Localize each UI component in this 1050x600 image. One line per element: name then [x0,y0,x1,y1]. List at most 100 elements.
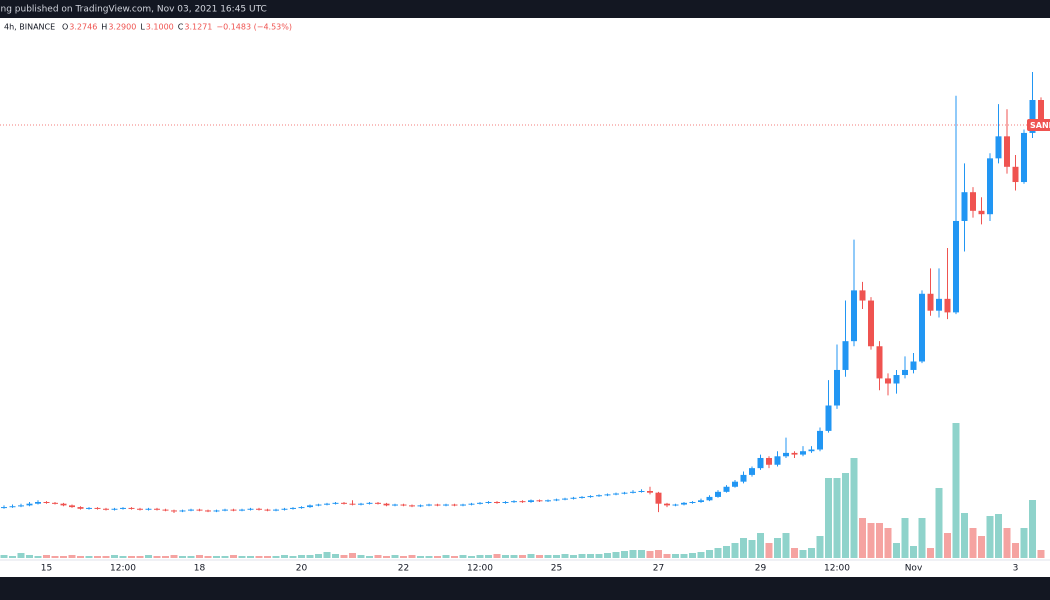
volume-bar [213,556,220,558]
volume-bar [51,556,59,558]
volume-bar [34,556,42,558]
candle-body [766,457,772,465]
volume-bar [986,516,994,558]
candle-body [613,493,619,495]
volume-bar [629,550,637,558]
volume-bar [162,556,169,558]
volume-bar [1020,528,1028,558]
candle-body [596,495,602,497]
price-label-box [1027,118,1050,131]
volume-bar [723,546,730,558]
candle-body [1038,100,1044,125]
ohlc-legend: O 3.2746 H 3.2900 L 3.1000 C 3.1271 −0.1483 (−4.… [62,23,292,32]
volume-bar [561,554,569,558]
candle-body [987,158,993,215]
candle-body [35,501,41,504]
x-tick-label: 12:00 [467,564,493,574]
volume-bar [298,555,305,558]
x-tick-label: 22 [398,564,409,574]
bottom-bar [0,577,1050,600]
candle-body [375,502,381,504]
volume-bar [1003,528,1011,558]
volume-bar [850,458,858,558]
volume-bar [451,556,458,558]
candle-body [494,501,500,503]
candle-body [137,508,143,510]
volume-bar [595,554,603,558]
candle-body [256,508,262,510]
candle-body [349,503,356,505]
volume-bar [85,556,93,558]
candle-body [1021,132,1027,183]
volume-bar [638,550,645,558]
candle-body [664,503,670,506]
volume-bar [655,550,662,558]
candle-body [808,449,815,452]
time-axis [0,560,1050,577]
candle-body [426,504,432,506]
volume-bar [374,555,382,558]
candle-body [86,507,92,509]
candle-body [749,468,755,475]
candle-body [417,505,424,507]
volume-bar [995,514,1002,558]
volume-bar [774,538,781,558]
volume-bar [782,533,790,558]
candle-body [995,136,1002,159]
candle-body [638,490,645,492]
volume-bar [68,555,76,558]
price-label: SAND [1030,121,1050,130]
candle-body [1,507,7,509]
volume-bar [408,555,416,558]
volume-bar [893,543,900,558]
volume-bar [544,555,552,558]
candle-body [706,496,713,501]
x-tick-label: 15 [41,564,52,574]
volume-bar [17,553,25,558]
candle-body [307,505,313,508]
candle-body [817,430,823,450]
candle-body [281,508,288,510]
volume-bar [43,555,50,558]
candle-body [579,496,585,498]
candle-body [851,290,857,342]
candle-body [774,456,781,465]
candle-body [961,192,968,221]
volume-bar [961,513,968,558]
candle-body [689,501,696,503]
candle-body [562,498,568,500]
legend-value: 3.2746 [69,23,97,32]
candle-body [876,346,883,379]
candle-body [43,501,50,503]
legend-key: L [140,23,145,32]
candle-body [553,499,560,501]
volume-bar [748,540,756,558]
candle-body [944,298,951,313]
candle-body [434,504,441,506]
candle-body [409,505,415,507]
candle-body [324,503,330,505]
candle-body [468,503,475,505]
interval: 4h, BINANCE [4,23,55,32]
candle-body [400,504,407,506]
volume-bar [799,550,807,558]
volume-bar [340,555,348,558]
candle-body [842,341,849,370]
candle-body [222,509,228,511]
legend-value: 3.1000 [146,23,174,32]
candle-body [196,509,203,511]
candle-body [298,507,305,509]
candle-body [528,500,534,502]
volume-bar [128,556,135,558]
candle-body [953,220,959,313]
volume-bar [672,554,679,558]
volume-bar [527,554,535,558]
legend-change: −0.1483 (−4.53%) [216,23,292,32]
candle-body [485,501,492,503]
candle-body [443,504,449,506]
legend-value: 3.2900 [108,23,136,32]
volume-bar [102,556,110,558]
volume-bar [366,556,373,558]
candle-body [698,500,704,502]
